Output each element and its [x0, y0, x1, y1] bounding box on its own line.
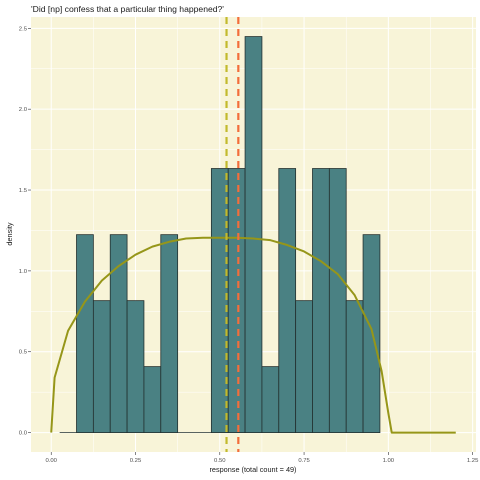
y-axis-ticks: 0.0 0.5 1.0 1.5 2.0 2.5 [19, 26, 31, 437]
y-tick-label: 1.5 [19, 188, 28, 194]
chart-title: 'Did [np] confess that a particular thin… [31, 4, 224, 14]
y-tick-label: 1.0 [19, 269, 28, 275]
reference-lines [225, 17, 240, 452]
x-axis-ticks: 0.00 0.25 0.50 0.75 1.00 1.25 [45, 452, 479, 464]
x-tick-label: 0.50 [214, 458, 226, 464]
histogram-bar [143, 366, 162, 433]
x-tick-label: 0.25 [130, 458, 142, 464]
x-tick-label: 1.25 [467, 458, 479, 464]
histogram-bar [295, 300, 313, 433]
x-tick-label: 1.00 [383, 458, 395, 464]
density-curve [50, 236, 456, 434]
histogram-bars [59, 36, 381, 433]
x-tick-label: 0.00 [45, 458, 57, 464]
histogram-bar [109, 234, 128, 433]
x-tick-label: 0.75 [298, 458, 310, 464]
y-tick-label: 2.5 [19, 26, 28, 32]
histogram-bar [244, 36, 263, 433]
histogram-bar [345, 300, 364, 433]
histogram-bar [160, 234, 179, 433]
histogram-bar [261, 366, 280, 433]
y-tick-label: 2.0 [19, 107, 28, 113]
histogram-bar [328, 168, 347, 433]
histogram-bar [126, 300, 145, 433]
y-axis-title: density [5, 222, 14, 245]
x-axis-title: response (total count = 49) [209, 465, 296, 474]
y-tick-label: 0.5 [19, 350, 28, 356]
histogram-bar [76, 234, 94, 433]
histogram-bar [362, 234, 381, 433]
histogram-bar [227, 168, 246, 433]
y-tick-label: 0.0 [19, 431, 28, 437]
histogram-bar [278, 168, 297, 433]
histogram-bar [312, 168, 330, 433]
histogram-bar [92, 300, 111, 433]
